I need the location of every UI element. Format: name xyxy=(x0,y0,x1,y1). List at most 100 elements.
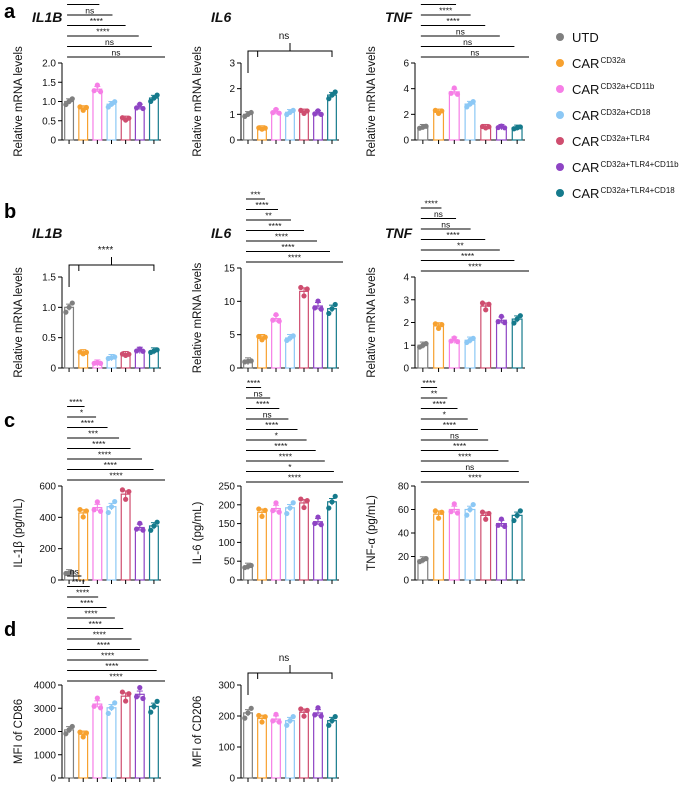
data-point xyxy=(97,89,104,95)
bar-car-cd32a-tlr4 xyxy=(299,502,309,581)
data-point xyxy=(256,712,262,719)
data-point xyxy=(273,711,279,717)
data-point xyxy=(435,515,442,521)
sig-label: **** xyxy=(72,577,86,587)
data-point xyxy=(498,516,505,522)
legend-swatch xyxy=(556,33,564,41)
legend-label-superscript: CD32a+TLR4+CD11b xyxy=(600,159,679,169)
sig-label: **** xyxy=(104,460,118,470)
bar-car-cd32a-tlr4-cd11b xyxy=(313,112,323,141)
sig-label: **** xyxy=(443,420,457,430)
sig-label: **** xyxy=(93,630,107,640)
y-tick-label: 1.5 xyxy=(42,78,56,89)
bar-car-cd32a-cd11b xyxy=(271,718,281,779)
data-point xyxy=(304,498,310,504)
data-point xyxy=(517,313,523,319)
data-point xyxy=(318,522,324,528)
chart-title: TNF xyxy=(385,9,413,25)
data-point xyxy=(108,504,115,510)
bar-car-cd32a-tlr4-cd18 xyxy=(327,94,337,141)
data-point xyxy=(273,500,279,506)
sig-label: **** xyxy=(461,251,475,261)
data-point xyxy=(126,115,132,121)
bar-car-cd32a-cd11b xyxy=(92,703,103,779)
bar-car-cd32a-cd11b xyxy=(271,111,281,141)
sig-bracket xyxy=(78,264,155,271)
sig-bracket xyxy=(257,672,333,679)
panel-label-b: b xyxy=(4,201,16,223)
y-tick-label: 3 xyxy=(403,295,409,306)
legend-label: CARCD32a xyxy=(572,56,625,71)
y-tick-label: 2 xyxy=(403,318,409,329)
data-point xyxy=(298,496,304,502)
bar-car-cd32a-cd18 xyxy=(285,507,295,581)
y-tick-label: 0 xyxy=(50,774,56,785)
data-point xyxy=(304,707,310,713)
legend-label-superscript: CD32a xyxy=(600,55,626,65)
y-tick-label: 20 xyxy=(398,552,410,563)
legend-item: CARCD32a+CD18 xyxy=(556,102,684,128)
y-tick-label: 0 xyxy=(50,136,56,147)
sig-label: **** xyxy=(96,27,110,37)
data-point xyxy=(329,306,335,312)
data-point xyxy=(262,334,268,340)
y-tick-label: 0 xyxy=(403,576,409,587)
sig-label: **** xyxy=(453,441,467,451)
data-point xyxy=(273,312,279,318)
y-tick-label: 150 xyxy=(218,519,235,530)
data-point xyxy=(94,695,100,701)
y-axis-label: Relative mRNA levels xyxy=(192,46,204,157)
sig-label: **** xyxy=(109,672,123,682)
sig-bracket xyxy=(247,43,291,73)
data-point xyxy=(248,358,254,364)
bar-utd xyxy=(243,712,253,779)
bar-car-cd32a xyxy=(257,337,267,369)
y-tick-label: 0.5 xyxy=(42,333,56,344)
y-axis-label: TNF-α (pg/mL) xyxy=(366,495,378,571)
data-point xyxy=(270,110,276,116)
data-point xyxy=(242,715,248,721)
legend: UTD CARCD32a CARCD32a+CD11b CARCD32a+CD18 CA… xyxy=(556,24,684,206)
y-axis-label: Relative mRNA levels xyxy=(192,262,204,373)
data-point xyxy=(77,104,83,110)
data-point xyxy=(454,510,461,516)
data-point xyxy=(151,523,157,529)
data-point xyxy=(154,698,160,704)
data-point xyxy=(467,506,473,513)
data-point xyxy=(270,718,276,724)
bar-car-cd32a-cd18 xyxy=(285,720,295,779)
data-point xyxy=(315,705,321,711)
chart-title: IL6 xyxy=(211,9,231,25)
data-point xyxy=(80,734,86,740)
data-point xyxy=(517,124,523,130)
data-point xyxy=(140,348,146,354)
data-point xyxy=(66,304,72,310)
sig-label: **** xyxy=(432,0,446,5)
sig-label: ns xyxy=(441,220,450,230)
data-point xyxy=(154,347,160,353)
data-point xyxy=(83,730,90,736)
data-point xyxy=(77,506,83,513)
bar-car-cd32a-tlr4 xyxy=(120,493,131,581)
chart-title: IL6 xyxy=(211,225,231,241)
y-tick-label: 2 xyxy=(403,110,409,121)
y-tick-label: 15 xyxy=(224,264,236,275)
data-point xyxy=(262,125,268,131)
data-point xyxy=(332,493,338,499)
data-point xyxy=(454,339,461,345)
y-tick-label: 200 xyxy=(39,544,56,555)
data-point xyxy=(301,504,307,511)
data-point xyxy=(439,509,445,515)
data-point xyxy=(290,714,296,720)
sig-bracket xyxy=(68,257,112,287)
data-point xyxy=(148,98,154,104)
sig-label: **** xyxy=(84,609,98,619)
data-point xyxy=(432,321,438,327)
data-point xyxy=(137,685,143,691)
legend-label-base: CAR xyxy=(572,133,600,149)
data-point xyxy=(148,709,154,715)
y-tick-label: 0 xyxy=(50,364,56,375)
